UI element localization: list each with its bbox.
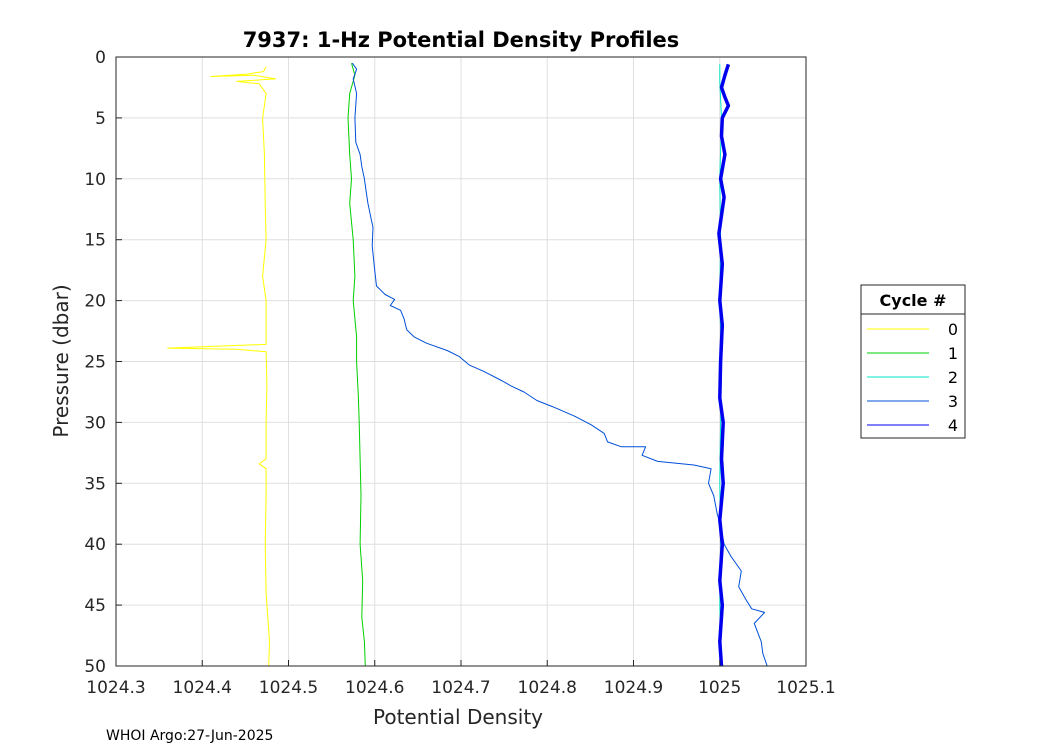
legend-label-cycle-4: 4: [948, 416, 958, 435]
legend-entries: 0 1 2 3 4: [867, 320, 958, 435]
y-tick-label: 30: [84, 413, 106, 433]
x-tick-label: 1024.8: [518, 678, 577, 698]
y-tick-label: 40: [84, 535, 106, 555]
y-tick-label: 25: [84, 353, 106, 373]
legend-label-cycle-3: 3: [948, 392, 958, 411]
y-tick-label: 45: [84, 596, 106, 616]
x-tick-label: 1024.4: [173, 678, 232, 698]
x-tick-label: 1024.9: [604, 678, 663, 698]
legend: Cycle # 0 1 2 3 4: [860, 284, 966, 439]
series-line-cycle-1: [347, 62, 366, 667]
footer-credit: WHOI Argo:27-Jun-2025: [106, 728, 273, 744]
x-tick-label: 1024.3: [86, 678, 145, 698]
chart-title: 7937: 1-Hz Potential Density Profiles: [243, 28, 680, 52]
y-tick-label: 5: [95, 109, 106, 129]
y-tick-label: 10: [84, 170, 106, 190]
y-tick-label: 15: [84, 231, 106, 251]
y-tick-label: 20: [84, 292, 106, 312]
x-tick-label: 1024.6: [345, 678, 404, 698]
legend-label-cycle-2: 2: [948, 368, 958, 387]
ticks: 1024.3 1024.4 1024.5 1024.6 1024.7 1024.8 1024…: [84, 48, 835, 698]
x-axis-label: Potential Density: [373, 705, 543, 729]
series-line-cycle-4: [717, 63, 731, 667]
series-line-cycle-0: [167, 66, 277, 667]
x-tick-label: 1024.5: [259, 678, 318, 698]
x-tick-label: 1025: [698, 678, 741, 698]
series-line-cycle-3: [351, 62, 768, 667]
y-tick-label: 0: [95, 48, 106, 68]
legend-label-cycle-0: 0: [948, 320, 958, 339]
series-layer: [167, 62, 768, 667]
y-tick-label: 50: [84, 657, 106, 677]
legend-label-cycle-1: 1: [948, 344, 958, 363]
legend-title: Cycle #: [880, 291, 947, 310]
legend-box: [860, 284, 966, 439]
y-axis-label: Pressure (dbar): [49, 284, 73, 437]
x-tick-label: 1025.1: [776, 678, 835, 698]
y-tick-label: 35: [84, 474, 106, 494]
x-tick-label: 1024.7: [431, 678, 490, 698]
